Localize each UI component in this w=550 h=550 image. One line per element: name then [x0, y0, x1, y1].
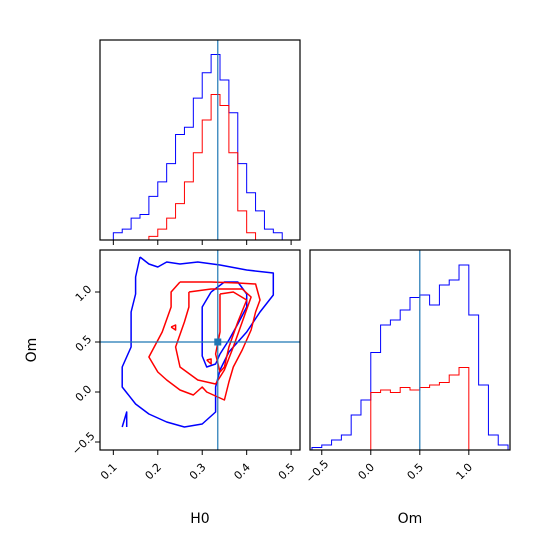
blue-contour: [121, 411, 128, 428]
truth-marker: [214, 338, 222, 346]
om-marginal-histogram: −0.5 0.0 0.5 1.0: [303, 249, 511, 486]
x-tick-label: 0.4: [231, 461, 253, 483]
h0-marginal-histogram: [99, 39, 301, 245]
axes-frame: [99, 39, 301, 241]
y-axis-label-om: Om: [24, 338, 40, 363]
x-tick-label: 0.2: [143, 461, 165, 483]
blue-histogram: [112, 54, 292, 241]
y-tick-label: 0.5: [73, 333, 95, 355]
red-contour: [148, 281, 261, 401]
x-tick-label: 0.1: [98, 461, 120, 483]
y-tick-label: 0.0: [73, 383, 95, 405]
x-tick-label: 0.5: [276, 461, 298, 483]
red-contour: [174, 288, 252, 385]
red-contour: [170, 324, 177, 331]
axes-frame: [99, 249, 301, 451]
red-contour: [214, 291, 248, 373]
h0-om-contour-panel: 0.1 0.2 0.3 0.4 0.5 −0.5 0.0 0.5 1.0: [69, 249, 301, 483]
y-tick-label: −0.5: [69, 429, 97, 457]
red-histogram: [113, 94, 292, 241]
x-tick-label: 1.0: [454, 461, 476, 483]
axes-frame: [309, 249, 511, 451]
x-axis-label-h0: H0: [190, 511, 209, 527]
y-tick-label: 1.0: [73, 283, 95, 305]
x-tick-label: −0.5: [303, 457, 331, 485]
x-tick-label: 0.5: [405, 461, 427, 483]
x-tick-label: 0.3: [187, 461, 209, 483]
blue-histogram: [311, 264, 509, 450]
x-axis-label-om: Om: [398, 511, 423, 527]
red-contour: [206, 358, 212, 365]
x-tick-label: 0.0: [356, 461, 378, 483]
blue-contour: [201, 281, 248, 368]
